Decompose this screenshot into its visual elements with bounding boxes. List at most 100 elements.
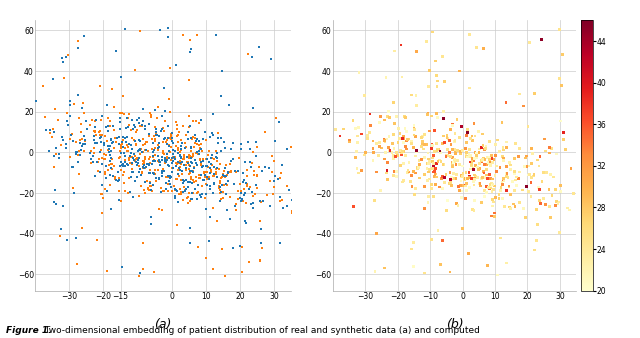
Point (463, 154, 473, 160)
Point (243, 140, 253, 145)
Point (191, 178, 201, 184)
Point (239, 192, 250, 198)
Point (170, 193, 180, 198)
Point (221, 192, 232, 197)
Point (481, 184, 492, 189)
Point (212, 174, 222, 179)
Point (122, 115, 132, 121)
Point (447, 164, 458, 169)
Point (188, 118, 198, 123)
Point (209, 180, 220, 186)
Point (144, 121, 154, 127)
Point (187, 190, 197, 196)
Point (553, 201, 563, 206)
Point (608, 154, 618, 160)
Point (501, 164, 511, 169)
Point (182, 159, 193, 164)
Point (437, 238, 447, 243)
Point (529, 171, 540, 177)
Point (157, 170, 168, 176)
Point (218, 171, 228, 176)
Point (454, 68, 465, 74)
Point (262, 192, 273, 197)
Point (61, 237, 72, 242)
Point (243, 51, 253, 57)
Point (195, 145, 205, 151)
Point (173, 150, 183, 155)
Point (189, 144, 199, 149)
Point (418, 141, 428, 146)
Point (425, 176, 435, 182)
Point (239, 190, 250, 196)
Point (510, 177, 520, 183)
Point (412, 149, 422, 154)
Point (56, 143, 67, 148)
Point (67, 132, 77, 137)
Point (124, 175, 134, 180)
Point (176, 190, 186, 195)
Point (136, 146, 146, 152)
Point (159, 157, 170, 163)
Point (119, 180, 129, 185)
Point (511, 183, 522, 188)
Point (134, 151, 145, 156)
Point (408, 240, 419, 245)
Point (159, 155, 170, 161)
Point (133, 157, 143, 163)
Point (207, 155, 218, 160)
Point (89, 138, 99, 143)
Point (186, 176, 196, 182)
Point (116, 163, 127, 168)
Point (252, 144, 262, 149)
Point (473, 164, 483, 170)
Point (109, 104, 119, 110)
Point (224, 102, 234, 108)
Point (193, 141, 203, 146)
Point (255, 240, 266, 245)
Point (101, 163, 111, 168)
Point (384, 148, 394, 153)
Point (180, 141, 190, 146)
Point (76, 121, 86, 126)
Point (419, 206, 429, 212)
Point (242, 184, 252, 189)
Point (451, 162, 461, 167)
Point (157, 126, 167, 131)
Point (252, 153, 262, 159)
Point (102, 138, 112, 144)
Point (458, 183, 468, 188)
Point (393, 153, 403, 159)
Point (414, 158, 424, 164)
Point (164, 182, 175, 187)
Point (223, 170, 233, 175)
Point (132, 127, 142, 133)
Point (185, 198, 195, 203)
Point (383, 160, 393, 165)
Point (256, 199, 266, 204)
Point (135, 147, 145, 153)
Point (70, 139, 81, 144)
Point (130, 67, 140, 73)
Point (151, 132, 161, 138)
Point (245, 185, 255, 190)
Point (140, 166, 150, 171)
Point (145, 171, 155, 176)
Point (231, 201, 241, 207)
Point (102, 144, 113, 149)
Point (269, 184, 279, 190)
Point (195, 157, 205, 162)
Point (172, 222, 182, 227)
Point (96, 134, 106, 139)
Point (426, 146, 436, 151)
Point (69, 101, 79, 106)
Point (438, 109, 449, 114)
Point (212, 155, 223, 161)
Point (481, 167, 492, 172)
Point (143, 148, 153, 154)
Point (376, 145, 387, 151)
Point (424, 167, 435, 172)
Point (145, 154, 156, 160)
Point (475, 166, 485, 171)
Point (465, 159, 476, 165)
Point (50, 188, 60, 193)
